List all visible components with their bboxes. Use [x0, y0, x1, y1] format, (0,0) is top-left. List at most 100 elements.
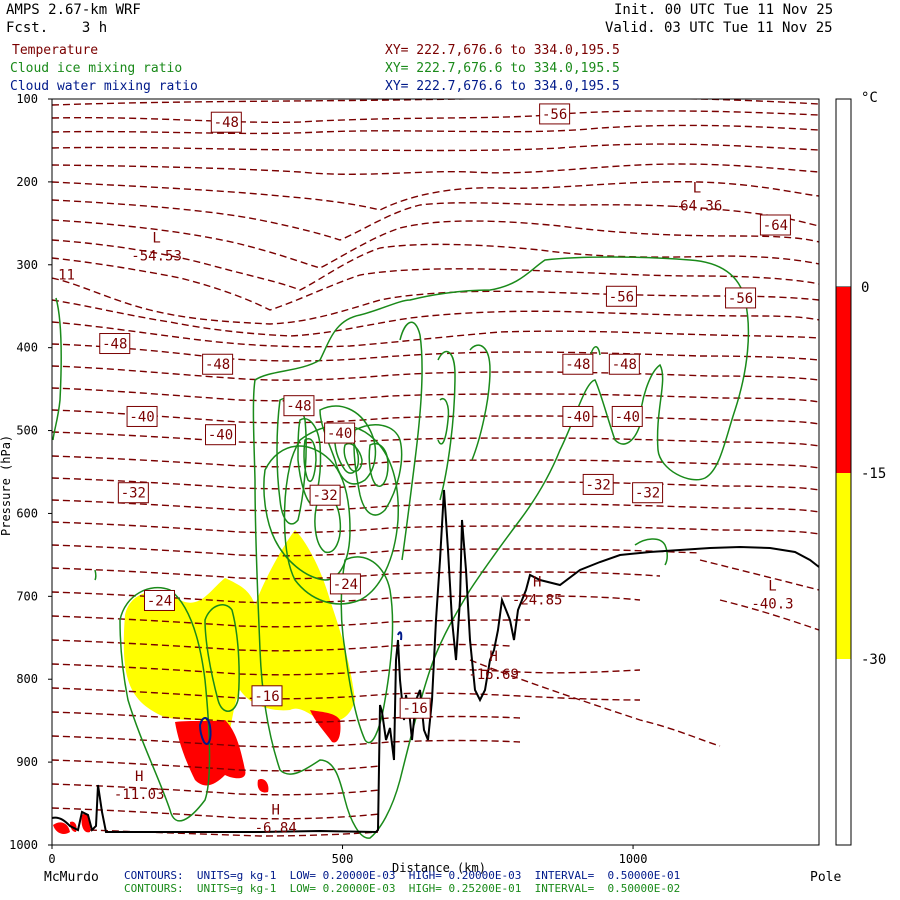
temperature-contour-labels: -48 -56 -64 -56 -56 -48 -48 -48 -48 -48 -40 -40 -40 -…	[99, 103, 791, 719]
temperature-label: -16	[403, 701, 428, 717]
extremum-kind: L	[768, 578, 776, 594]
field-label-cloud-water: Cloud water mixing ratio	[10, 79, 198, 94]
y-tick-label: 600	[16, 506, 38, 520]
temperature-label: -40	[327, 426, 352, 442]
colorbar-unit: °C	[861, 90, 878, 106]
extremum-value: -6.84	[255, 820, 297, 836]
colorbar-frame	[835, 98, 852, 846]
temperature-label-box	[562, 353, 594, 375]
terrain-profile	[51, 489, 820, 834]
temperature-label-box	[605, 285, 637, 307]
colorbar-tick-0: 0	[861, 280, 869, 296]
shaded-temperature-fill	[53, 530, 355, 834]
temperature-label-box	[202, 353, 234, 375]
temperature-label: -32	[312, 488, 337, 504]
field-xy-cloud-water: XY= 222.7,676.6 to 334.0,195.5	[385, 79, 620, 94]
extremum-value: 11	[58, 267, 75, 283]
x-tick-label: 500	[332, 852, 354, 866]
forecast-hour: Fcst. 3 h	[6, 20, 108, 36]
extremum-value: -54.53	[131, 248, 182, 264]
y-axis-title: Pressure (hPa)	[0, 435, 13, 536]
temperature-label-box	[582, 473, 614, 495]
extremum-value: -64.36	[672, 199, 723, 215]
temperature-label: -56	[542, 107, 567, 123]
colorbar	[835, 98, 852, 846]
temperature-label: -32	[586, 477, 611, 493]
y-tick-label: 400	[16, 341, 38, 355]
y-tick-label: 300	[16, 258, 38, 272]
colorbar-red	[836, 287, 851, 473]
temperature-label: -56	[728, 291, 753, 307]
temperature-label: -40	[615, 409, 640, 425]
right-endpoint-label: Pole	[810, 870, 842, 885]
temperature-label: -32	[121, 486, 146, 502]
plot-frame	[51, 98, 820, 846]
temperature-label-box	[324, 422, 356, 444]
y-tick-label: 700	[16, 589, 38, 603]
temperature-label-box	[632, 482, 664, 504]
field-xy-temperature: XY= 222.7,676.6 to 334.0,195.5	[385, 43, 620, 58]
extrema-labels: L -54.53 L -64.36 L -40.3 H -24.85 H -16.69 H -11.0…	[58, 181, 793, 837]
temperature-label: -48	[214, 115, 239, 131]
temperature-label-box	[210, 111, 242, 133]
red-shading-blob	[257, 779, 269, 793]
temperature-label: -48	[612, 357, 637, 373]
temperature-label-box	[539, 103, 571, 125]
field-xy-cloud-ice: XY= 222.7,676.6 to 334.0,195.5	[385, 61, 620, 76]
temperature-label-box	[309, 484, 341, 506]
field-label-cloud-ice: Cloud ice mixing ratio	[10, 61, 183, 76]
temperature-label: -64	[763, 218, 788, 234]
temperature-label-box	[283, 395, 315, 417]
temperature-label: -48	[286, 399, 311, 415]
temperature-label-box	[611, 405, 643, 427]
extremum-kind: H	[533, 574, 541, 590]
temperature-label: -40	[129, 409, 154, 425]
temperature-label-box	[725, 287, 757, 309]
y-tick-label: 1000	[9, 838, 38, 852]
yellow-shading-right	[300, 684, 355, 717]
temperature-label-box	[251, 685, 283, 707]
contour-info-cloud-ice: CONTOURS: UNITS=g kg-1 LOW= 0.20000E-03 …	[124, 882, 681, 895]
temperature-label-box	[143, 589, 175, 611]
colorbar-white-top	[835, 98, 852, 288]
temperature-label-box	[117, 482, 149, 504]
temperature-label-box	[759, 214, 791, 236]
init-time: Init. 00 UTC Tue 11 Nov 25	[614, 2, 834, 18]
x-axis: 0 500 1000	[48, 845, 648, 866]
colorbar-white-bottom	[836, 659, 851, 845]
cloud-water-contours	[198, 631, 403, 745]
cloud-ice-contours	[52, 256, 750, 839]
temperature-label-box	[608, 353, 640, 375]
colorbar-yellow	[836, 473, 851, 659]
extremum-kind: L	[693, 181, 701, 197]
extremum-kind: H	[271, 802, 279, 818]
temperature-label: -40	[208, 428, 233, 444]
y-tick-label: 900	[16, 755, 38, 769]
temperature-label-box	[329, 573, 361, 595]
extremum-value: -24.85	[512, 592, 563, 608]
temperature-label: -24	[333, 577, 358, 593]
temperature-label: -32	[635, 486, 660, 502]
temperature-label: -16	[254, 689, 279, 705]
x-axis-title: Distance (km)	[392, 861, 486, 875]
extremum-kind: H	[489, 649, 497, 665]
model-title: AMPS 2.67-km WRF	[6, 2, 141, 18]
contour-info-cloud-water: CONTOURS: UNITS=g kg-1 LOW= 0.20000E-03 …	[124, 869, 681, 882]
x-tick-label: 0	[48, 852, 55, 866]
temperature-label-box	[99, 333, 131, 355]
y-tick-label: 100	[16, 92, 38, 106]
y-axis: 100 200 300 400 500 600 700 800 900 1000	[9, 92, 52, 852]
y-tick-label: 500	[16, 424, 38, 438]
extremum-kind: L	[152, 230, 160, 246]
temperature-label: -48	[205, 357, 230, 373]
extremum-kind: H	[135, 769, 143, 785]
extremum-value: -16.69	[468, 667, 519, 683]
temperature-label: -56	[609, 289, 634, 305]
temperature-label: -48	[565, 357, 590, 373]
temperature-label: -48	[102, 337, 127, 353]
yellow-shading-left	[123, 530, 355, 734]
temperature-label: -24	[147, 593, 172, 609]
extremum-value: -40.3	[751, 596, 793, 612]
temperature-label-box	[205, 424, 237, 446]
